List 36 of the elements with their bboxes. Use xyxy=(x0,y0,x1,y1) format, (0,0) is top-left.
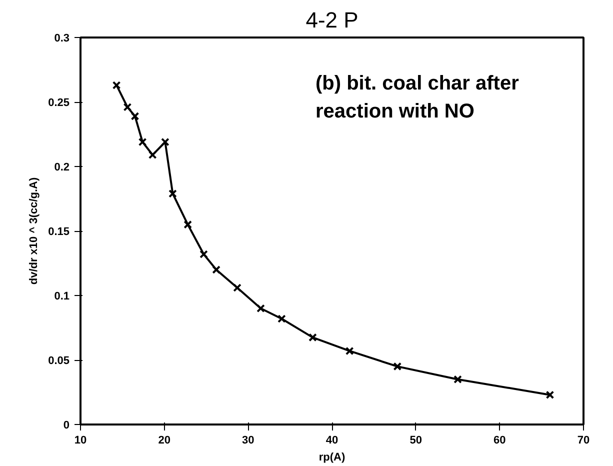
point xyxy=(160,138,170,146)
point xyxy=(138,138,147,146)
y-tick-label: 0.25 xyxy=(48,97,70,109)
point xyxy=(184,220,192,229)
x-tick-label: 20 xyxy=(158,434,170,446)
x-tick-label: 40 xyxy=(326,434,338,446)
point xyxy=(233,284,242,292)
point xyxy=(345,346,354,356)
y-tick-label: 0 xyxy=(63,420,70,432)
y-axis-title: dv/dr x10 ^ 3(cc/g.A) xyxy=(28,177,40,285)
y-tick-label: 0.15 xyxy=(48,226,70,238)
x-tick-label: 50 xyxy=(410,434,422,446)
x-tick-label: 30 xyxy=(242,434,254,446)
x-tick-label: 10 xyxy=(74,434,87,446)
x-tick-label: 60 xyxy=(494,434,506,446)
point xyxy=(200,250,208,258)
chart-title: 4-2 P xyxy=(306,8,358,32)
point xyxy=(278,314,286,323)
point xyxy=(546,390,554,400)
point xyxy=(212,266,220,274)
point xyxy=(256,304,265,313)
x-axis-title: rp(A) xyxy=(318,452,346,464)
point xyxy=(123,102,132,112)
point xyxy=(148,150,157,160)
x-tick-label: 70 xyxy=(577,434,590,446)
y-tick-label: 0.1 xyxy=(54,290,70,302)
point xyxy=(393,362,402,371)
point xyxy=(168,189,177,198)
point xyxy=(130,112,140,120)
point xyxy=(454,375,462,384)
y-tick-label: 0.05 xyxy=(48,355,70,367)
annotation: (b) bit. coal char after reaction with NO xyxy=(316,72,520,122)
point xyxy=(112,81,121,90)
y-tick-label: 0.2 xyxy=(54,162,70,174)
point xyxy=(308,333,317,342)
y-tick-label: 0.3 xyxy=(54,32,70,44)
